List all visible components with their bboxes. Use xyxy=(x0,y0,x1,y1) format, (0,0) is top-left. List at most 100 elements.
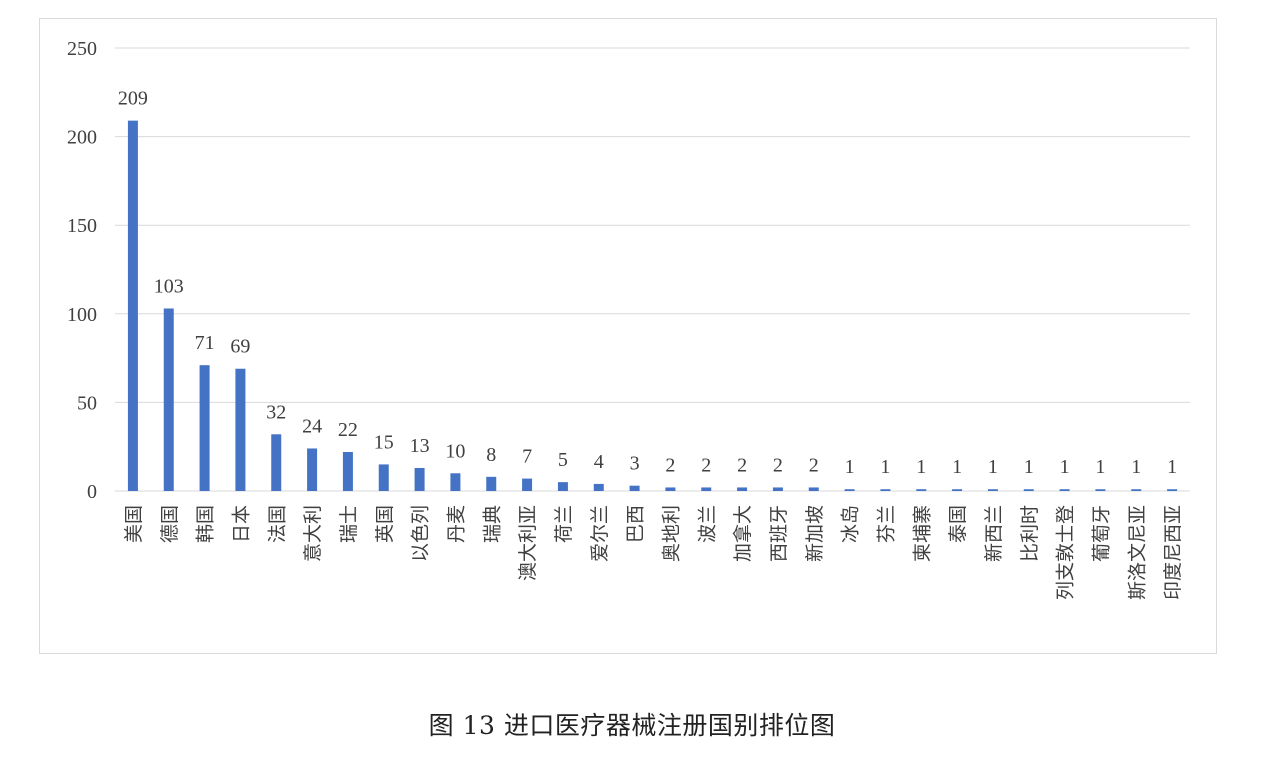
category-label: 德国 xyxy=(159,505,181,543)
category-label: 波兰 xyxy=(696,505,718,543)
bar-17 xyxy=(737,487,748,491)
category-label: 爱尔兰 xyxy=(589,505,611,562)
y-tick-label: 150 xyxy=(67,215,97,237)
bar-25 xyxy=(1023,489,1034,491)
bar-27 xyxy=(1095,489,1106,491)
data-label: 1 xyxy=(1131,456,1141,478)
category-label: 斯洛文尼亚 xyxy=(1126,505,1148,600)
category-label: 西班牙 xyxy=(768,505,790,562)
bar-18 xyxy=(772,487,783,491)
data-label: 13 xyxy=(410,435,430,457)
data-label: 2 xyxy=(809,454,819,476)
y-tick-label: 50 xyxy=(77,392,97,414)
category-label: 瑞士 xyxy=(338,505,360,543)
bar-0 xyxy=(127,120,138,491)
data-label: 1 xyxy=(916,456,926,478)
category-label: 日本 xyxy=(230,505,252,543)
bar-5 xyxy=(307,448,318,491)
bar-29 xyxy=(1167,489,1178,491)
y-tick-label: 250 xyxy=(67,38,97,60)
category-label: 澳大利亚 xyxy=(517,505,539,581)
category-label: 美国 xyxy=(123,505,145,543)
category-label: 丹麦 xyxy=(445,505,467,543)
bars xyxy=(127,120,1178,491)
category-label: 新加坡 xyxy=(804,505,826,562)
bar-11 xyxy=(522,478,533,491)
bar-22 xyxy=(916,489,927,491)
category-label: 以色列 xyxy=(410,505,432,562)
bar-7 xyxy=(378,464,389,491)
category-label: 葡萄牙 xyxy=(1090,505,1112,562)
data-label: 2 xyxy=(773,454,783,476)
bar-3 xyxy=(235,368,246,491)
bar-19 xyxy=(808,487,819,491)
category-label: 法国 xyxy=(266,505,288,543)
category-label: 柬埔寨 xyxy=(911,505,933,562)
category-labels: 美国 德国 韩国 日本 法国 意大利 瑞士 英国 以色列 丹麦 瑞典 澳大利亚 荷兰 爱尔兰 巴西 奥地利 波兰… xyxy=(123,505,1184,600)
bar-26 xyxy=(1059,489,1070,491)
bar-28 xyxy=(1131,489,1142,491)
bar-6 xyxy=(342,452,353,491)
bar-21 xyxy=(880,489,891,491)
bar-16 xyxy=(701,487,712,491)
category-label: 芬兰 xyxy=(875,505,897,543)
data-label: 24 xyxy=(302,415,322,437)
data-label: 1 xyxy=(988,456,998,478)
category-label: 奥地利 xyxy=(660,505,682,562)
bar-1 xyxy=(163,308,174,491)
category-label: 列支敦士登 xyxy=(1055,505,1077,600)
figure-caption: 图 13 进口医疗器械注册国别排位图 xyxy=(428,711,836,740)
data-label: 15 xyxy=(374,431,394,453)
y-tick-label: 100 xyxy=(67,304,97,326)
bar-14 xyxy=(629,485,640,491)
category-label: 新西兰 xyxy=(983,505,1005,562)
bar-15 xyxy=(665,487,676,491)
data-label: 2 xyxy=(701,454,711,476)
data-label: 1 xyxy=(1167,456,1177,478)
bar-4 xyxy=(271,434,282,491)
data-label: 2 xyxy=(665,454,675,476)
category-label: 冰岛 xyxy=(840,505,862,543)
category-label: 比利时 xyxy=(1019,505,1041,562)
data-label: 69 xyxy=(230,336,250,358)
category-label: 意大利 xyxy=(302,505,324,562)
data-label: 1 xyxy=(952,456,962,478)
data-label: 1 xyxy=(1024,456,1034,478)
data-label: 5 xyxy=(558,449,568,471)
bar-12 xyxy=(557,482,568,491)
y-tick-label: 0 xyxy=(87,481,97,503)
data-label: 1 xyxy=(845,456,855,478)
data-label: 1 xyxy=(1095,456,1105,478)
bar-9 xyxy=(450,473,461,491)
category-label: 印度尼西亚 xyxy=(1162,505,1184,600)
data-label: 7 xyxy=(522,446,532,468)
category-label: 韩国 xyxy=(195,505,217,543)
data-label: 3 xyxy=(630,453,640,475)
data-label: 32 xyxy=(266,401,286,423)
data-label: 209 xyxy=(118,88,148,110)
chart-frame: 0 50 100 150 200 250 209 103 71 69 32 24 22 15 13 10 8 7… xyxy=(39,18,1217,654)
bar-2 xyxy=(199,365,210,491)
category-label: 荷兰 xyxy=(553,505,575,543)
data-label: 71 xyxy=(195,332,215,354)
data-label: 2 xyxy=(737,454,747,476)
bar-13 xyxy=(593,483,604,491)
bar-10 xyxy=(486,476,497,491)
bar-8 xyxy=(414,467,425,491)
data-label: 8 xyxy=(486,444,496,466)
bar-24 xyxy=(987,489,998,491)
category-label: 巴西 xyxy=(625,505,647,543)
gridlines xyxy=(115,47,1190,492)
data-label: 103 xyxy=(154,275,184,297)
category-label: 英国 xyxy=(374,505,396,543)
bar-23 xyxy=(952,489,963,491)
data-label: 1 xyxy=(1060,456,1070,478)
y-axis-tick-labels: 0 50 100 150 200 250 xyxy=(67,38,97,503)
data-label: 1 xyxy=(880,456,890,478)
data-label: 10 xyxy=(445,440,465,462)
bar-20 xyxy=(844,489,855,491)
data-label: 22 xyxy=(338,419,358,441)
category-label: 瑞典 xyxy=(481,505,503,543)
